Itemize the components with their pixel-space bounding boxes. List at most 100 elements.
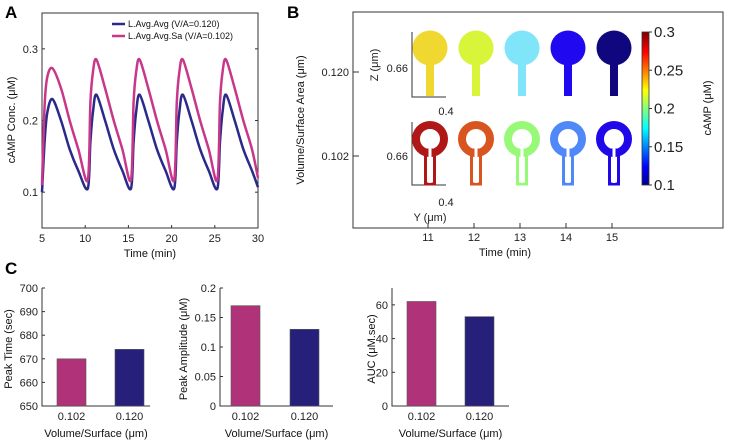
colorbar	[641, 31, 650, 186]
y-tick-label: 680	[20, 330, 38, 342]
panel-c-bar-chart-3: 0 20 40 60 0.102 0.120 Volume/Surface (μm) AUC …	[366, 288, 509, 440]
x-tick-label: 0.102	[58, 411, 86, 423]
inset-y-label: Y (μm)	[413, 212, 446, 224]
y-axis-label: cAMP Conc. (μM)	[6, 77, 18, 164]
spine-shape	[458, 30, 494, 96]
y-tick-label: 650	[20, 401, 38, 413]
y-tick-label: 0.15	[195, 313, 216, 325]
spine-lumen	[520, 140, 524, 183]
spine-shape-hollow	[412, 121, 448, 186]
y-tick-label: 660	[20, 377, 38, 389]
colorbar-tick-label: 0.25	[654, 62, 683, 79]
x-axis-label: Volume/Surface (μm)	[225, 428, 329, 440]
x-tick-label: 5	[39, 233, 45, 245]
panel-c-bar-chart-1: 650 660 670 680 690 700 0.102 0.120 Volume/Surfa…	[3, 283, 150, 440]
inset-z-tick: 0.66	[387, 151, 408, 163]
colorbar-label: cAMP (μM)	[702, 80, 714, 135]
spine-neck	[564, 62, 572, 96]
y-tick-label: 0.1	[23, 187, 38, 199]
spine-shape-hollow	[504, 121, 540, 186]
y-axis-label: Peak Amplitude (μM)	[178, 298, 190, 400]
x-axis-label: Time (min)	[124, 248, 176, 260]
x-tick-label: 0.120	[466, 411, 494, 423]
y-tick-label: 700	[20, 283, 38, 295]
spine-shape	[412, 30, 448, 96]
spine-shape	[504, 30, 540, 96]
x-tick-label: 0.120	[116, 411, 144, 423]
spine-lumen	[474, 140, 478, 183]
series-line-blue	[40, 93, 260, 193]
y-tick-label: 40	[376, 334, 388, 346]
colorbar-tick-label: 0.1	[654, 177, 675, 194]
spine-neck	[518, 62, 526, 96]
bar-0.120	[289, 328, 320, 407]
y-tick-label: 20	[376, 367, 388, 379]
legend-entry: L.Avg.Avg (V/A=0.120)	[128, 19, 219, 29]
spine-lumen	[566, 140, 570, 183]
plot-frame	[352, 11, 724, 229]
x-tick-label: 15	[606, 232, 618, 244]
y-tick-label: 0	[210, 401, 216, 413]
spine-shape-hollow	[596, 121, 632, 186]
spine-shape-hollow	[550, 121, 586, 186]
panel-label-c: C	[5, 259, 17, 278]
y-axis-label: Peak Time (sec)	[3, 309, 15, 388]
plot-frame	[41, 12, 259, 229]
x-tick-label: 10	[79, 233, 91, 245]
spine-head	[412, 30, 448, 66]
colorbar-tick-label: 0.15	[654, 139, 683, 156]
panel-c-bar-chart-2: 0 0.05 0.1 0.15 0.2 0.102 0.120 Volume/Surface …	[178, 283, 333, 440]
x-axis-label: Volume/Surface (μm)	[44, 428, 148, 440]
y-tick-label: 0.1	[201, 342, 216, 354]
colorbar-tick-label: 0.3	[654, 24, 675, 41]
x-tick-label: 30	[252, 233, 264, 245]
spine-neck	[610, 62, 618, 96]
y-axis-label: Volume/Surface Area (μm)	[295, 55, 307, 184]
y-tick-label: 690	[20, 307, 38, 319]
bar-0.102	[230, 305, 261, 407]
spine-head	[550, 30, 586, 66]
x-tick-label: 0.102	[232, 411, 260, 423]
y-tick-label: 0.120	[321, 67, 349, 79]
bar-0.120	[114, 349, 145, 407]
panel-b-spatial-map: Time (min) Volume/Surface Area (μm) Z (μ…	[295, 11, 724, 259]
y-tick-label: 0.102	[321, 151, 349, 163]
spine-neck	[426, 62, 434, 96]
x-tick-label: 25	[209, 233, 221, 245]
series-line-pink	[40, 57, 260, 186]
spine-lumen	[428, 140, 432, 183]
legend-entry: L.Avg.Avg.Sa (V/A=0.102)	[128, 31, 233, 41]
y-tick-label: 0.2	[23, 116, 38, 128]
colorbar-tick-label: 0.2	[654, 101, 675, 118]
bar-0.120	[464, 316, 495, 407]
x-axis-label: Volume/Surface (μm)	[399, 428, 503, 440]
y-tick-label: 0.05	[195, 372, 216, 384]
y-tick-label: 0	[382, 401, 388, 413]
inset-y-tick: 0.4	[438, 197, 453, 209]
x-tick-label: 13	[514, 232, 526, 244]
spine-shape	[596, 30, 632, 96]
spine-head	[504, 30, 540, 66]
inset-axes-top	[411, 32, 446, 98]
spine-lumen	[612, 140, 616, 183]
x-tick-label: 0.120	[291, 411, 319, 423]
spine-head	[596, 30, 632, 66]
spine-head	[458, 30, 494, 66]
spine-shape	[550, 30, 586, 96]
inset-z-label: Z (μm)	[369, 49, 381, 82]
x-tick-label: 12	[468, 232, 480, 244]
y-tick-label: 60	[376, 300, 388, 312]
x-tick-label: 15	[122, 233, 134, 245]
x-tick-label: 11	[422, 232, 433, 244]
inset-y-tick: 0.4	[438, 106, 453, 118]
x-tick-label: 0.102	[408, 411, 436, 423]
spine-shape-hollow	[458, 121, 494, 186]
bar-0.102	[56, 358, 87, 407]
panel-label-b: B	[287, 3, 299, 22]
y-tick-label: 0.3	[23, 44, 38, 56]
x-tick-label: 20	[165, 233, 177, 245]
y-tick-label: 670	[20, 354, 38, 366]
y-axis-label: AUC (μM.sec)	[366, 314, 378, 383]
x-tick-label: 14	[560, 232, 572, 244]
